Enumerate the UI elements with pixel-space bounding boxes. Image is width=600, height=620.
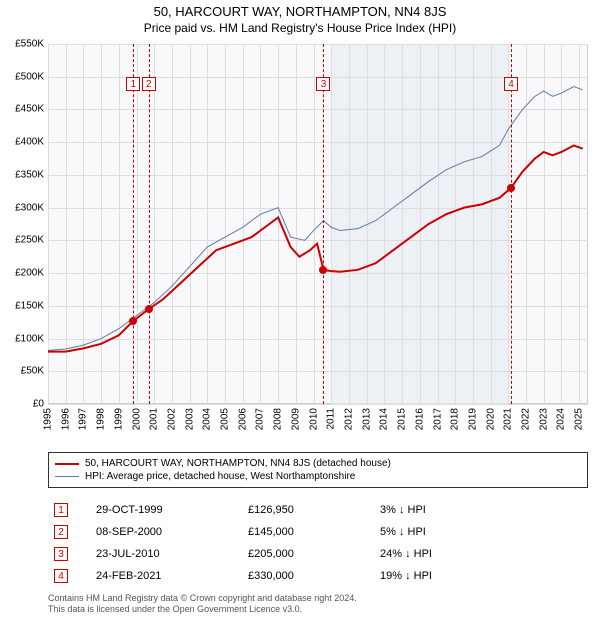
y-axis-label: £200K [15, 268, 44, 279]
event-price: £145,000 [244, 522, 374, 542]
series-price_paid [48, 145, 583, 351]
x-axis-label: 2010 [308, 408, 319, 430]
x-axis-label: 2011 [326, 408, 337, 430]
x-axis-label: 1998 [96, 408, 107, 430]
event-price: £205,000 [244, 544, 374, 564]
event-delta: 19% ↓ HPI [376, 566, 586, 586]
legend-label: HPI: Average price, detached house, West… [85, 471, 355, 482]
x-axis-label: 2017 [432, 408, 443, 430]
y-axis-label: £150K [15, 300, 44, 311]
x-axis-label: 2004 [202, 408, 213, 430]
x-axis-label: 1996 [60, 408, 71, 430]
x-axis-label: 2001 [149, 408, 160, 430]
x-axis-label: 2024 [556, 408, 567, 430]
y-axis-label: £100K [15, 333, 44, 344]
x-axis-label: 2000 [131, 408, 142, 430]
legend-row: HPI: Average price, detached house, West… [55, 470, 581, 483]
legend-row: 50, HARCOURT WAY, NORTHAMPTON, NN4 8JS (… [55, 457, 581, 470]
plot-area: 1234 £0£50K£100K£150K£200K£250K£300K£350… [48, 44, 588, 404]
event-marker-box: 3 [316, 77, 330, 91]
footer-attribution: Contains HM Land Registry data © Crown c… [48, 593, 588, 616]
x-axis-label: 2019 [467, 408, 478, 430]
x-axis-label: 2002 [166, 408, 177, 430]
x-axis-label: 2005 [220, 408, 231, 430]
y-axis-label: £550K [15, 39, 44, 50]
y-axis-label: £50K [21, 366, 44, 377]
event-price: £126,950 [244, 500, 374, 520]
x-axis-label: 2018 [450, 408, 461, 430]
legend-label: 50, HARCOURT WAY, NORTHAMPTON, NN4 8JS (… [85, 458, 391, 469]
event-marker-box: 4 [504, 77, 518, 91]
legend-box: 50, HARCOURT WAY, NORTHAMPTON, NN4 8JS (… [48, 452, 588, 488]
event-delta: 5% ↓ HPI [376, 522, 586, 542]
table-row: 2 08-SEP-2000£145,0005% ↓ HPI [50, 522, 586, 542]
chart-subtitle: Price paid vs. HM Land Registry's House … [0, 19, 600, 41]
event-line [133, 44, 134, 404]
x-axis-label: 2014 [379, 408, 390, 430]
x-axis-label: 2013 [361, 408, 372, 430]
event-line [511, 44, 512, 404]
y-axis-label: £350K [15, 169, 44, 180]
x-axis-label: 2023 [538, 408, 549, 430]
event-marker-box: 1 [126, 77, 140, 91]
event-line [323, 44, 324, 404]
x-axis-label: 2009 [290, 408, 301, 430]
x-axis-label: 2025 [574, 408, 585, 430]
event-number-badge: 1 [54, 503, 68, 517]
event-number-badge: 3 [54, 547, 68, 561]
y-axis-label: £400K [15, 137, 44, 148]
x-axis-label: 2003 [184, 408, 195, 430]
x-axis-label: 2015 [397, 408, 408, 430]
event-marker-box: 2 [142, 77, 156, 91]
table-row: 4 24-FEB-2021£330,00019% ↓ HPI [50, 566, 586, 586]
y-axis-label: £450K [15, 104, 44, 115]
x-axis-label: 1999 [113, 408, 124, 430]
event-price: £330,000 [244, 566, 374, 586]
chart-container: 50, HARCOURT WAY, NORTHAMPTON, NN4 8JS P… [0, 0, 600, 620]
x-axis-label: 2012 [343, 408, 354, 430]
series-hpi [48, 87, 583, 351]
y-axis-label: £500K [15, 71, 44, 82]
x-axis-label: 2016 [414, 408, 425, 430]
y-axis-label: £300K [15, 202, 44, 213]
x-axis-label: 1997 [78, 408, 89, 430]
x-axis-label: 2021 [503, 408, 514, 430]
x-axis-label: 2020 [485, 408, 496, 430]
x-axis-label: 2022 [521, 408, 532, 430]
gridline-horizontal [48, 404, 588, 405]
event-number-badge: 2 [54, 525, 68, 539]
x-axis-label: 2007 [255, 408, 266, 430]
event-date: 24-FEB-2021 [92, 566, 242, 586]
table-row: 3 23-JUL-2010£205,00024% ↓ HPI [50, 544, 586, 564]
event-line [149, 44, 150, 404]
table-row: 1 29-OCT-1999£126,9503% ↓ HPI [50, 500, 586, 520]
y-axis-label: £250K [15, 235, 44, 246]
events-table: 1 29-OCT-1999£126,9503% ↓ HPI 2 08-SEP-2000… [48, 498, 588, 588]
price-marker [129, 317, 137, 325]
event-date: 08-SEP-2000 [92, 522, 242, 542]
event-delta: 3% ↓ HPI [376, 500, 586, 520]
x-axis-label: 2008 [273, 408, 284, 430]
x-axis-label: 1995 [43, 408, 54, 430]
event-date: 29-OCT-1999 [92, 500, 242, 520]
legend-swatch [55, 463, 79, 465]
price-marker [145, 305, 153, 313]
price-marker [507, 184, 515, 192]
chart-title: 50, HARCOURT WAY, NORTHAMPTON, NN4 8JS [0, 0, 600, 19]
event-date: 23-JUL-2010 [92, 544, 242, 564]
line-series-svg [48, 44, 588, 404]
footer-line-1: Contains HM Land Registry data © Crown c… [48, 593, 588, 605]
x-axis-label: 2006 [237, 408, 248, 430]
event-number-badge: 4 [54, 569, 68, 583]
legend-swatch [55, 476, 79, 477]
price-marker [319, 266, 327, 274]
footer-line-2: This data is licensed under the Open Gov… [48, 604, 588, 616]
event-delta: 24% ↓ HPI [376, 544, 586, 564]
